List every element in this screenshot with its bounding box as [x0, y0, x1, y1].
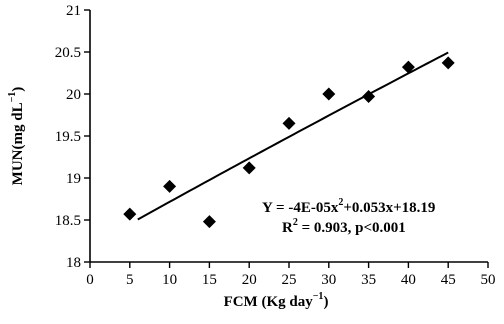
- data-point: [202, 215, 216, 229]
- trendline-layer: [137, 51, 449, 221]
- r-squared-text: R2 = 0.903, p<0.001: [282, 217, 406, 236]
- data-point: [441, 56, 455, 70]
- regression-equation: Y = -4E-05x2+0.053x+18.19: [262, 197, 435, 216]
- data-point: [322, 87, 336, 101]
- x-tick-label: 5: [126, 272, 134, 288]
- y-tick-label: 18: [66, 255, 81, 271]
- x-tick-label: 45: [441, 272, 456, 288]
- x-axis-title: FCM (Kg day−1): [224, 291, 329, 310]
- data-point: [123, 207, 137, 221]
- x-tick-label: 35: [361, 272, 376, 288]
- y-tick-label: 19.5: [55, 129, 81, 145]
- x-tick-label: 15: [202, 272, 217, 288]
- trendline: [137, 51, 449, 221]
- data-point: [163, 179, 177, 193]
- data-point: [362, 90, 376, 104]
- data-point: [242, 161, 256, 175]
- x-tick-label: 10: [162, 272, 177, 288]
- data-point: [282, 116, 296, 130]
- y-axis-title: MUN(mg dL−1): [7, 87, 26, 186]
- x-tick-label: 20: [242, 272, 257, 288]
- y-tick-label: 19: [66, 171, 81, 187]
- y-tick-label: 20: [66, 87, 81, 103]
- y-tick-label: 18.5: [55, 213, 81, 229]
- y-tick-label: 21: [66, 3, 81, 19]
- data-points: [123, 56, 455, 229]
- data-point: [401, 60, 415, 74]
- x-tick-label: 30: [321, 272, 336, 288]
- x-tick-label: 25: [282, 272, 297, 288]
- y-tick-label: 20.5: [55, 45, 81, 61]
- x-axis-ticks: 0 5 10 15 20 25 30 35 40 45 50: [86, 262, 496, 288]
- x-tick-label: 40: [401, 272, 416, 288]
- y-axis-ticks: 18 18.5 19 19.5 20 20.5 21: [55, 3, 90, 271]
- x-tick-label: 50: [481, 272, 496, 288]
- x-tick-label: 0: [86, 272, 94, 288]
- plot-area: 0 5 10 15 20 25 30 35 40 45 50 18 18.5 19 19.5 20 20.5 2…: [55, 3, 496, 288]
